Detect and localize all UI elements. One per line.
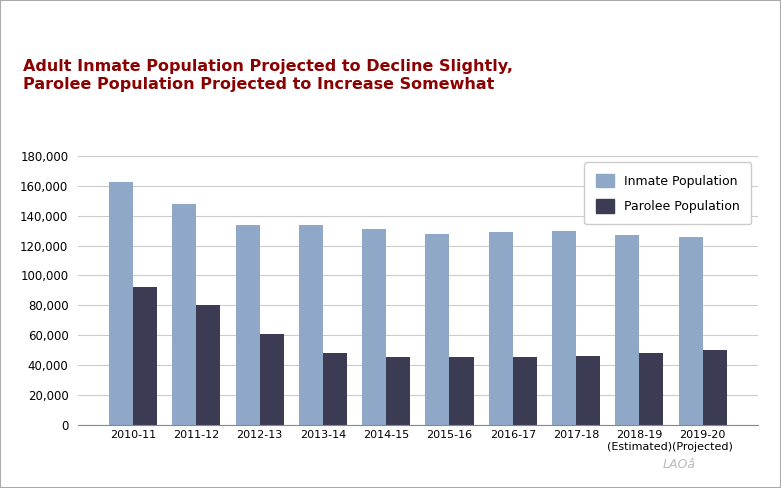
Bar bbox=[450, 357, 473, 425]
Bar bbox=[323, 353, 347, 425]
Text: Adult Inmate Population Projected to Decline Slightly,
Parolee Population Projec: Adult Inmate Population Projected to Dec… bbox=[23, 59, 513, 92]
Text: LAOâ: LAOâ bbox=[663, 458, 696, 471]
Bar bbox=[133, 287, 157, 425]
Bar bbox=[426, 234, 450, 425]
Bar bbox=[513, 357, 537, 425]
Bar bbox=[679, 237, 703, 425]
Text: Figure 4: Figure 4 bbox=[12, 13, 77, 27]
Bar bbox=[362, 229, 386, 425]
Bar bbox=[386, 357, 410, 425]
Bar bbox=[173, 204, 196, 425]
Bar bbox=[703, 350, 726, 425]
Legend: Inmate Population, Parolee Population: Inmate Population, Parolee Population bbox=[584, 163, 751, 224]
Bar bbox=[259, 334, 284, 425]
Bar bbox=[615, 235, 640, 425]
Bar bbox=[489, 232, 513, 425]
Bar bbox=[196, 305, 220, 425]
Bar bbox=[299, 225, 323, 425]
Bar bbox=[552, 231, 576, 425]
Bar bbox=[576, 356, 600, 425]
Bar bbox=[109, 182, 133, 425]
Bar bbox=[236, 225, 259, 425]
Bar bbox=[640, 353, 663, 425]
